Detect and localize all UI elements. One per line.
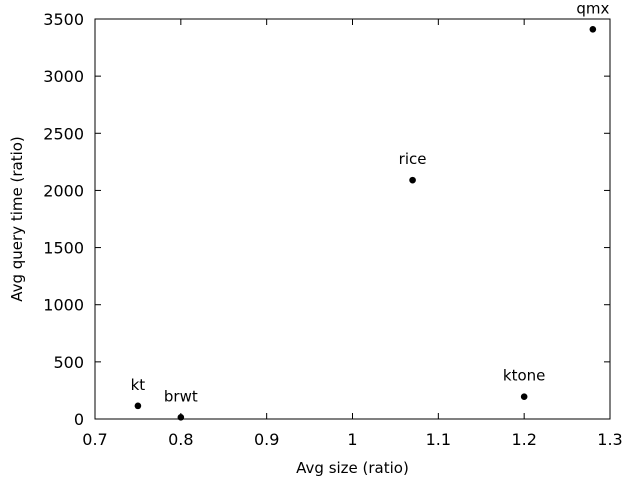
x-tick-label: 1.3 (597, 430, 622, 449)
plot-frame (94, 18, 611, 420)
x-tick-label: 1 (347, 430, 357, 449)
data-point-kt (134, 402, 142, 410)
y-axis: 0 500 1000 1500 2000 2500 3000 3500 (43, 10, 610, 429)
y-tick-label: 3000 (43, 67, 84, 86)
point-label-brwt: brwt (164, 387, 198, 405)
y-tick-label: 3500 (43, 10, 84, 29)
y-tick-label: 500 (53, 353, 84, 372)
x-tick-label: 1.1 (426, 430, 451, 449)
y-tick-label: 1000 (43, 296, 84, 315)
data-point-qmx (589, 25, 597, 33)
x-tick-label: 0.8 (168, 430, 193, 449)
y-tick-label: 0 (74, 410, 84, 429)
y-axis-label: Avg query time (ratio) (8, 136, 26, 302)
x-tick-label: 1.2 (511, 430, 536, 449)
point-label-ktone: ktone (503, 367, 545, 385)
x-axis: 0.7 0.8 0.9 1 1.1 1.2 1.3 (82, 19, 623, 449)
point-label-qmx: qmx (576, 0, 609, 17)
point-label-rice: rice (399, 150, 427, 168)
data-point-ktone (520, 393, 528, 401)
data-point-rice (409, 176, 416, 184)
x-axis-label: Avg size (ratio) (296, 459, 409, 477)
y-tick-label: 1500 (43, 239, 84, 258)
x-tick-label: 0.9 (254, 430, 279, 449)
y-tick-label: 2500 (43, 124, 84, 143)
point-label-kt: kt (131, 376, 146, 394)
y-tick-label: 2000 (43, 181, 84, 200)
data-point-brwt (177, 413, 185, 421)
x-tick-label: 0.7 (82, 430, 107, 449)
